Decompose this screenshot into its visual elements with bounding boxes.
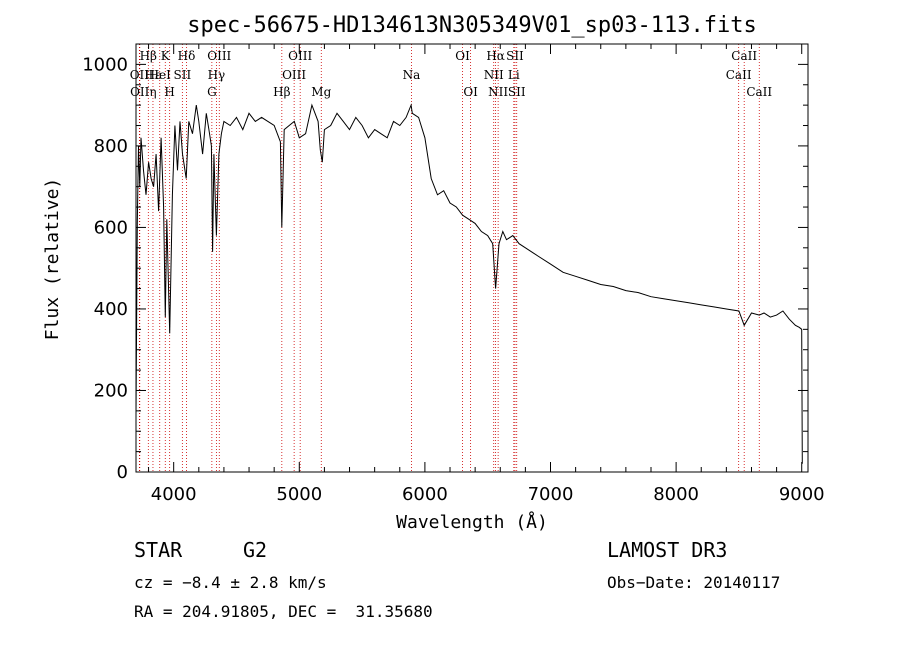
line-marker-label: NII [488, 85, 508, 99]
x-tick-label: 9000 [779, 484, 825, 505]
survey-name: LAMOST DR3 [607, 538, 728, 562]
x-tick-label: 6000 [402, 484, 448, 505]
line-marker-label: NII [484, 68, 504, 82]
line-marker-label: G [207, 85, 217, 99]
line-marker-label: Hβ [273, 85, 290, 99]
line-marker-label: OIII [288, 49, 312, 63]
y-tick-label: 800 [94, 136, 128, 157]
line-marker-label: OIII [282, 68, 306, 82]
y-tick-label: 0 [117, 462, 128, 483]
object-class: STAR [134, 538, 183, 562]
line-marker-label: OI [455, 49, 470, 63]
emission-line-markers [138, 44, 760, 472]
line-marker-label: K [161, 49, 171, 63]
line-marker-label: SII [506, 49, 524, 63]
y-tick-label: 200 [94, 380, 128, 401]
y-tick-label: 1000 [82, 54, 128, 75]
y-tick-label: 600 [94, 217, 128, 238]
line-marker-label: Mg [311, 85, 331, 99]
line-marker-label: Hβ [140, 49, 157, 63]
line-marker-label: CaII [731, 49, 757, 63]
line-marker-label: Hα [486, 49, 505, 63]
line-marker-label: OII [130, 68, 150, 82]
x-tick-label: 5000 [276, 484, 322, 505]
x-axis-ticks: 4000 5000 6000 7000 8000 9000 [148, 44, 825, 505]
plot-frame [135, 43, 809, 473]
chart-title: spec-56675-HD134613N305349V01_sp03-113.f… [187, 13, 757, 38]
line-marker-label: CaII [726, 68, 752, 82]
line-marker-label: OIII [207, 49, 231, 63]
x-tick-label: 8000 [653, 484, 699, 505]
line-marker-label: SII [508, 85, 526, 99]
y-axis-label: Flux (relative) [42, 178, 63, 341]
line-marker-label: Hγ [208, 68, 226, 82]
line-marker-label: Li [508, 68, 520, 82]
observation-date: Obs−Date: 20140117 [607, 573, 781, 592]
coordinates-readout: RA = 204.91805, DEC = 31.35680 [134, 602, 433, 621]
line-marker-label: OII [130, 85, 150, 99]
line-marker-label: Hδ [178, 49, 196, 63]
line-marker-label: SII [173, 68, 191, 82]
line-marker-label: HeI [149, 68, 172, 82]
spectrum-line [135, 103, 803, 464]
object-subclass: G2 [243, 538, 268, 562]
line-marker-label: OI [463, 85, 478, 99]
line-marker-label: Hε [145, 68, 162, 82]
y-tick-label: 400 [94, 299, 128, 320]
y-axis-ticks: 0 200 400 600 800 1000 [82, 43, 808, 483]
x-tick-label: 4000 [151, 484, 197, 505]
line-marker-label: CaII [746, 85, 772, 99]
redshift-readout: cz = −8.4 ± 2.8 km/s [134, 573, 327, 592]
line-marker-label: η [149, 85, 156, 99]
line-marker-label: H [164, 85, 174, 99]
line-marker-label: Na [403, 68, 421, 82]
x-tick-label: 7000 [528, 484, 574, 505]
x-axis-label: Wavelength (Å) [396, 511, 548, 533]
